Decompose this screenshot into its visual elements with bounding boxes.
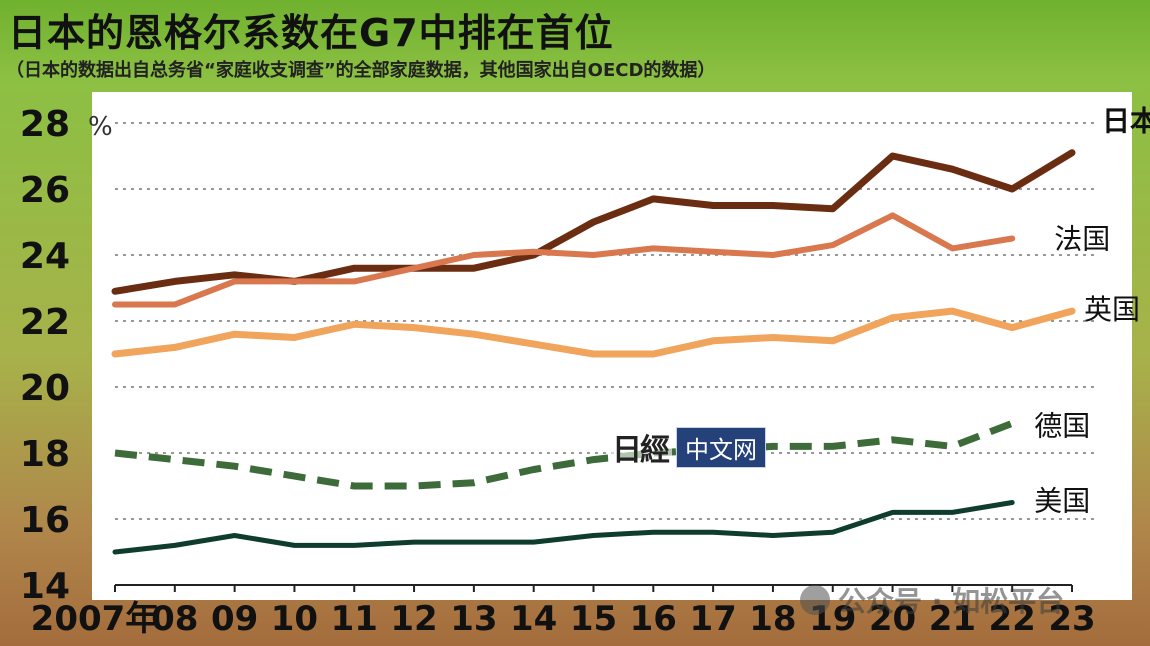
x-tick-label: 13 xyxy=(450,599,497,639)
y-tick-label: 26 xyxy=(20,170,70,211)
chart-subtitle: （日本的数据出自总务省“家庭收支调查”的全部家庭数据，其他国家出自OECD的数据… xyxy=(6,60,716,81)
x-tick-label: 08 xyxy=(151,599,198,639)
x-tick-label: 09 xyxy=(211,599,258,639)
y-tick-label: 16 xyxy=(20,500,70,541)
y-tick-label: 24 xyxy=(20,236,70,277)
watermark-logo: 日經 xyxy=(608,425,672,469)
x-tick-label: 21 xyxy=(929,599,976,639)
x-tick-label: 2007年 xyxy=(31,599,160,639)
series-line-法国 xyxy=(112,212,1016,308)
x-tick-label: 22 xyxy=(989,599,1036,639)
wechat-icon xyxy=(800,585,830,615)
x-tick-label: 11 xyxy=(331,599,378,639)
x-tick-label: 18 xyxy=(749,599,796,639)
x-tick-label: 12 xyxy=(390,599,437,639)
series-line-德国 xyxy=(114,420,1014,490)
x-tick-label: 23 xyxy=(1048,599,1095,639)
x-tick-label: 14 xyxy=(510,599,557,639)
plot-background xyxy=(92,92,1132,600)
y-tick-label: 28 xyxy=(20,104,70,145)
y-unit-label: % xyxy=(88,112,113,142)
y-tick-label: 14 xyxy=(20,566,70,607)
watermark: 日經 中文网 xyxy=(608,425,766,469)
y-tick-label: 22 xyxy=(20,302,70,343)
x-tick-label: 20 xyxy=(869,599,916,639)
series-line-英国 xyxy=(111,307,1076,358)
x-tick-label: 10 xyxy=(271,599,318,639)
y-tick-label: 20 xyxy=(20,368,70,409)
series-label: 美国 xyxy=(1034,485,1090,518)
x-tick-label: 16 xyxy=(630,599,677,639)
series-label: 德国 xyxy=(1034,409,1090,442)
series-line-美国 xyxy=(112,500,1015,555)
x-tick-label: 15 xyxy=(570,599,617,639)
grid-lines xyxy=(115,122,1095,520)
corner-watermark-text: 公众号 · 如松平台 xyxy=(838,585,1065,618)
corner-watermark: 公众号 · 如松平台 xyxy=(800,580,1064,620)
chart-title: 日本的恩格尔系数在G7中排在首位 xyxy=(8,11,614,55)
y-tick-label: 18 xyxy=(20,434,70,475)
x-tick-label: 17 xyxy=(689,599,736,639)
series-lines xyxy=(111,149,1076,555)
series-label: 法国 xyxy=(1054,223,1110,256)
series-label: 日本 xyxy=(1102,105,1150,138)
watermark-label: 中文网 xyxy=(676,426,766,468)
series-label: 英国 xyxy=(1084,293,1140,326)
